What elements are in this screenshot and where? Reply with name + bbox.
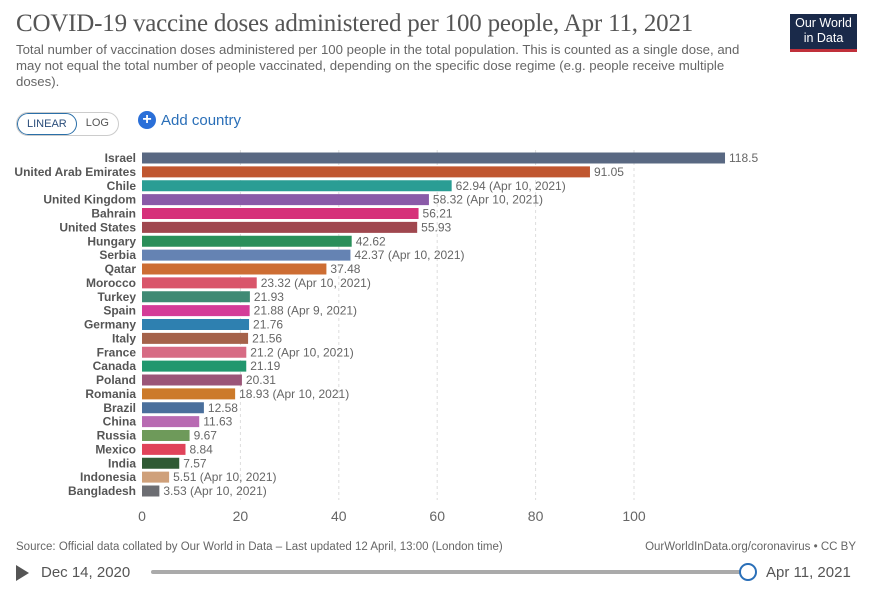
owid-logo[interactable]: Our World in Data [790, 14, 857, 52]
country-label: Bangladesh [68, 484, 136, 498]
value-label: 55.93 [421, 220, 451, 234]
timeline-slider[interactable] [151, 570, 748, 574]
country-label: United Arab Emirates [14, 165, 136, 179]
x-tick-label: 20 [233, 508, 249, 524]
country-label: Chile [107, 179, 137, 193]
value-label: 7.57 [183, 456, 207, 470]
bar [142, 235, 352, 247]
bar [142, 485, 160, 497]
value-label: 11.63 [203, 415, 232, 429]
scale-toggle[interactable]: LINEAR LOG [16, 112, 119, 136]
country-label: Poland [96, 373, 136, 387]
value-label: 21.93 [254, 290, 284, 304]
country-label: Spain [103, 304, 136, 318]
value-label: 21.56 [252, 331, 282, 345]
bar [142, 430, 190, 441]
value-label: 37.48 [330, 262, 360, 276]
country-label: Russia [97, 429, 137, 443]
value-label: 18.93 (Apr 10, 2021) [239, 387, 349, 401]
log-button[interactable]: LOG [85, 117, 109, 129]
country-label: Israel [105, 151, 136, 165]
value-label: 5.51 (Apr 10, 2021) [173, 470, 276, 484]
add-country-label: Add country [161, 111, 242, 129]
country-label: Canada [93, 359, 137, 373]
bar [142, 332, 249, 344]
bar [142, 263, 327, 275]
country-label: Serbia [99, 248, 136, 262]
bar [142, 457, 180, 469]
country-label: Bahrain [91, 207, 136, 221]
value-label: 62.94 (Apr 10, 2021) [456, 179, 566, 193]
play-icon[interactable] [16, 565, 29, 581]
country-label: China [103, 415, 137, 429]
x-tick-label: 60 [429, 508, 445, 524]
country-label: Mexico [95, 442, 136, 456]
linear-button[interactable]: LINEAR [17, 113, 77, 135]
bar [142, 180, 452, 192]
chart-subtitle: Total number of vaccination doses admini… [16, 42, 740, 89]
value-label: 58.32 (Apr 10, 2021) [433, 193, 543, 207]
country-label: Brazil [103, 401, 136, 415]
bar [142, 277, 257, 289]
timeline-start-label: Dec 14, 2020 [41, 564, 131, 581]
country-label: United Kingdom [43, 193, 136, 207]
bar [142, 402, 204, 414]
bar [142, 249, 351, 261]
timeline-handle[interactable] [739, 563, 757, 581]
x-tick-label: 80 [528, 508, 544, 524]
country-label: Hungary [87, 234, 136, 248]
value-label: 42.37 (Apr 10, 2021) [354, 248, 464, 262]
value-label: 21.76 [253, 318, 283, 332]
value-label: 8.84 [189, 442, 213, 456]
bar [142, 166, 590, 178]
value-label: 21.88 (Apr 9, 2021) [254, 304, 357, 318]
value-label: 3.53 (Apr 10, 2021) [163, 484, 266, 498]
country-label: Qatar [105, 262, 137, 276]
x-tick-label: 40 [331, 508, 347, 524]
bar [142, 346, 247, 358]
country-label: India [108, 456, 136, 470]
value-label: 23.32 (Apr 10, 2021) [261, 276, 371, 290]
value-label: 20.31 [246, 373, 276, 387]
value-label: 56.21 [423, 207, 453, 221]
value-label: 21.2 (Apr 10, 2021) [250, 345, 353, 359]
timeline-end-label: Apr 11, 2021 [766, 564, 851, 581]
timeline: Dec 14, 2020 Apr 11, 2021 [0, 560, 870, 586]
x-tick-label: 100 [622, 508, 646, 524]
country-label: United States [59, 220, 136, 234]
country-label: Morocco [86, 276, 136, 290]
plus-icon: + [138, 111, 156, 129]
value-label: 118.5 [729, 151, 758, 165]
bar [142, 221, 418, 233]
bar [142, 471, 170, 483]
bar [142, 305, 250, 317]
country-label: Indonesia [80, 470, 136, 484]
value-label: 91.05 [594, 165, 624, 179]
bar [142, 360, 247, 372]
value-label: 21.19 [250, 359, 280, 373]
country-label: Italy [112, 331, 136, 345]
bar [142, 291, 250, 303]
bar [142, 208, 419, 219]
value-label: 42.62 [356, 234, 386, 248]
bar [142, 152, 726, 164]
source-link[interactable]: OurWorldInData.org/coronavirus • CC BY [645, 541, 856, 553]
bar [142, 388, 236, 400]
country-label: France [97, 345, 137, 359]
country-label: Germany [84, 318, 136, 332]
x-tick-label: 0 [138, 508, 146, 524]
country-label: Romania [85, 387, 136, 401]
value-label: 9.67 [194, 429, 218, 443]
bar-chart: 0 20 40 60 80 100 Israel 118.5 United Arab Emira… [14, 150, 758, 524]
bar [142, 374, 242, 386]
add-country-button[interactable]: + Add country [138, 111, 241, 129]
bar [142, 194, 429, 206]
country-label: Turkey [98, 290, 137, 304]
source-note: Source: Official data collated by Our Wo… [16, 541, 503, 553]
bar [142, 416, 200, 428]
bar [142, 443, 186, 455]
value-label: 12.58 [208, 401, 238, 415]
bar [142, 319, 250, 330]
chart-title: COVID-19 vaccine doses administered per … [16, 10, 694, 37]
